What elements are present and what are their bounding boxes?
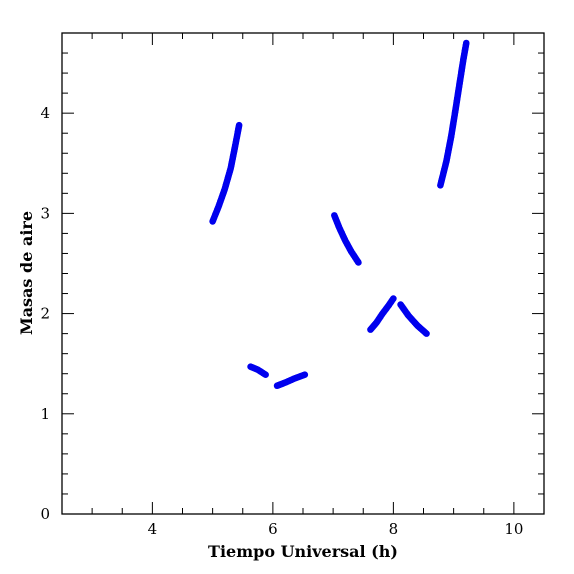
y-tick-label: 0 [40,505,50,523]
data-point [423,330,430,337]
data-point [262,371,269,379]
data-point [235,121,243,129]
x-tick-label: 10 [504,520,523,538]
x-tick-label: 8 [389,520,399,538]
data-point [355,259,362,266]
data-point [462,39,470,47]
y-tick-label: 1 [40,405,50,423]
y-tick-label: 3 [40,204,50,222]
axis-ticks [61,32,545,515]
data-points [209,39,470,390]
data-point [301,371,309,379]
data-point [390,295,397,302]
y-tick-label: 4 [40,104,50,122]
x-tick-label: 4 [148,520,158,538]
tick-labels: 4 6 8 10 0 1 2 3 4 [40,104,523,538]
y-tick-label: 2 [40,305,50,323]
x-tick-label: 6 [268,520,278,538]
x-axis-label: Tiempo Universal (h) [208,542,398,561]
plot-frame [61,32,545,515]
y-axis-label: Masas de aire [17,211,36,335]
